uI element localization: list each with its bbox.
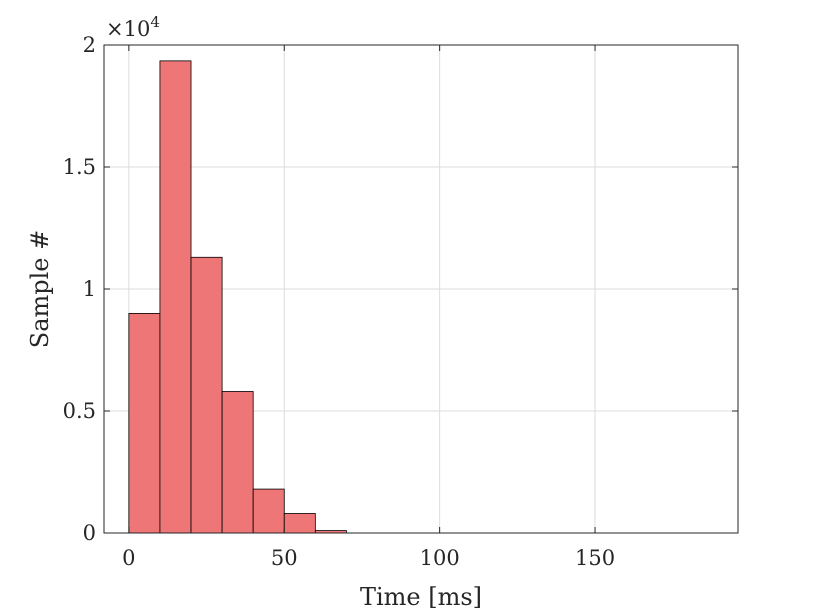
bar-0 xyxy=(128,312,161,534)
x-tick-label-1: 50 xyxy=(271,546,298,570)
bar-3 xyxy=(221,391,254,534)
ticks-group xyxy=(104,44,738,534)
bar-2 xyxy=(190,256,223,534)
y-tick-label-3: 1.5 xyxy=(63,155,96,179)
bar-1 xyxy=(159,60,192,534)
y-tick-label-2: 1 xyxy=(83,277,96,301)
x-tick-label-3: 150 xyxy=(575,546,615,570)
bars-group xyxy=(128,60,347,534)
x-tick-label-2: 100 xyxy=(420,546,460,570)
y-tick-label-1: 0.5 xyxy=(63,399,96,423)
y-tick-label-4: 2 xyxy=(83,33,96,57)
y-axis-label: Sample # xyxy=(26,230,54,349)
bar-4 xyxy=(252,488,285,534)
y-tick-label-0: 0 xyxy=(83,521,96,545)
x-axis-label: Time [ms] xyxy=(360,583,482,611)
bar-5 xyxy=(283,513,316,534)
x-tick-label-0: 0 xyxy=(122,546,135,570)
y-multiplier: ×104 xyxy=(106,13,160,41)
tick-labels-group: 0 50 100 150 0 0.5 1 1.5 2 xyxy=(63,33,615,570)
